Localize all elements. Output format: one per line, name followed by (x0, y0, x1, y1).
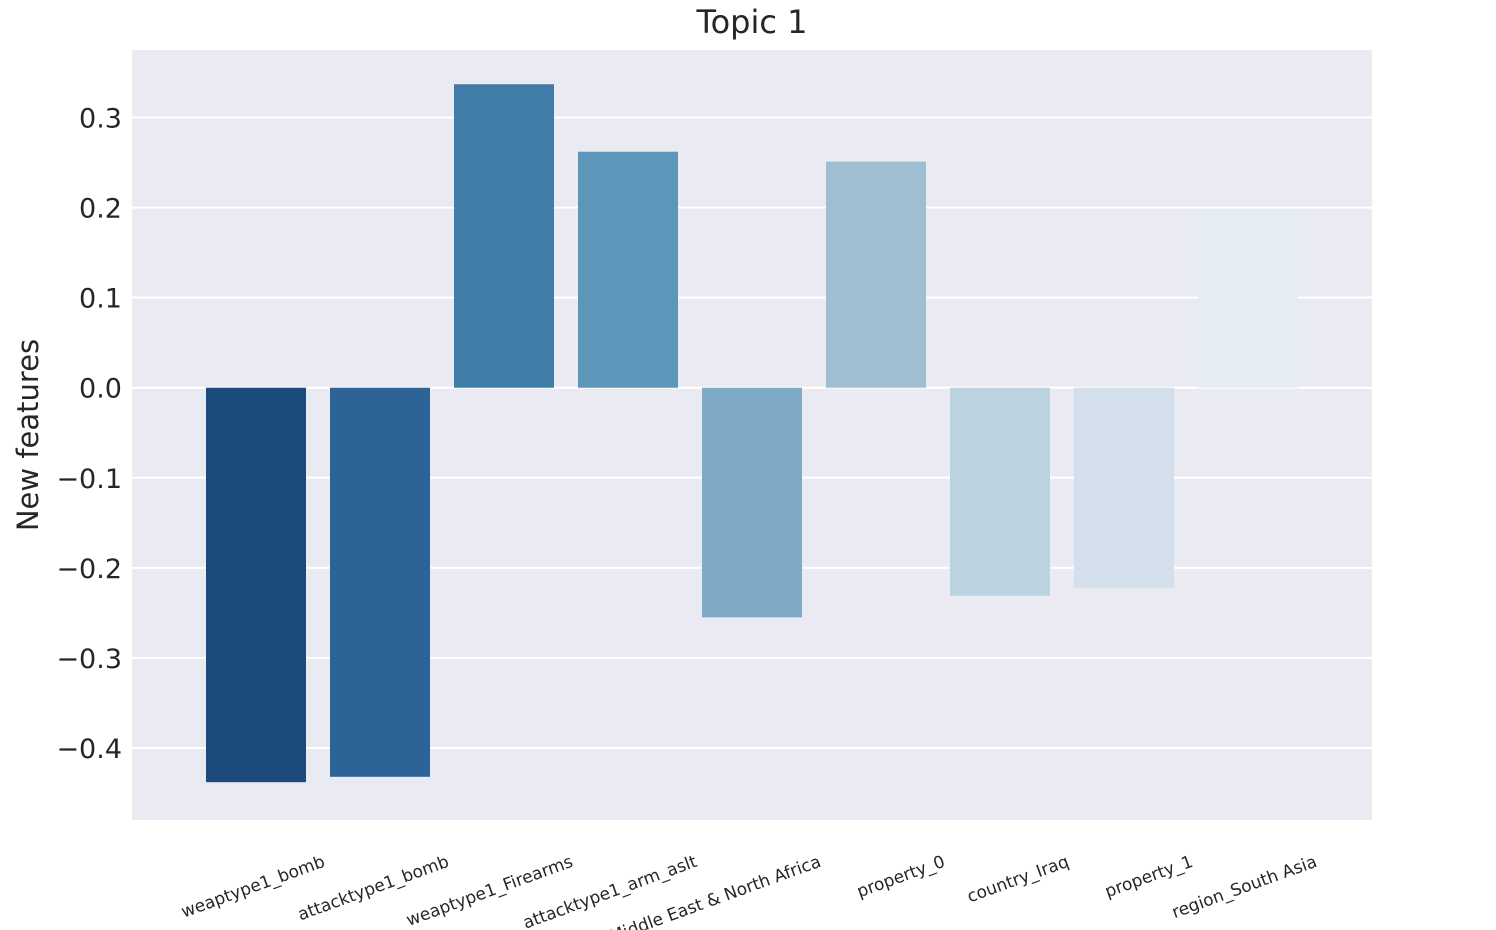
x-tick-label: property_1 (1102, 852, 1195, 902)
bars (206, 84, 1298, 783)
y-tick-label: −0.4 (56, 734, 122, 765)
bar-region-south-asia (1198, 208, 1298, 388)
bar-property-1 (1074, 387, 1174, 588)
y-tick-label: 0.3 (79, 104, 122, 135)
y-tick-label: 0.0 (79, 374, 122, 405)
x-tick-label: country_Iraq (965, 852, 1072, 907)
bar-weaptype1-bomb (206, 387, 306, 783)
bar-country-iraq (950, 387, 1050, 596)
chart-title: Topic 1 (695, 3, 807, 41)
bar-property-0 (826, 161, 926, 388)
y-axis-label: New features (11, 339, 45, 531)
y-tick-label: 0.1 (79, 284, 122, 315)
y-tick-label: −0.3 (56, 644, 122, 675)
bar-region-middle-east-north-africa (702, 387, 802, 618)
x-tick-label: property_0 (854, 852, 947, 902)
bar-attacktype1-arm-aslt (578, 151, 678, 388)
bar-attacktype1-bomb (330, 387, 430, 777)
y-tick-label: −0.1 (56, 464, 122, 495)
y-tick-label: 0.2 (79, 194, 122, 225)
y-tick-label: −0.2 (56, 554, 122, 585)
bar-weaptype1-firearms (454, 84, 554, 388)
x-tick-labels: weaptype1_bombattacktype1_bombweaptype1_… (179, 852, 1320, 930)
y-tick-labels: −0.4 −0.3 −0.2 −0.1 0.0 0.1 0.2 0.3 (56, 104, 122, 765)
